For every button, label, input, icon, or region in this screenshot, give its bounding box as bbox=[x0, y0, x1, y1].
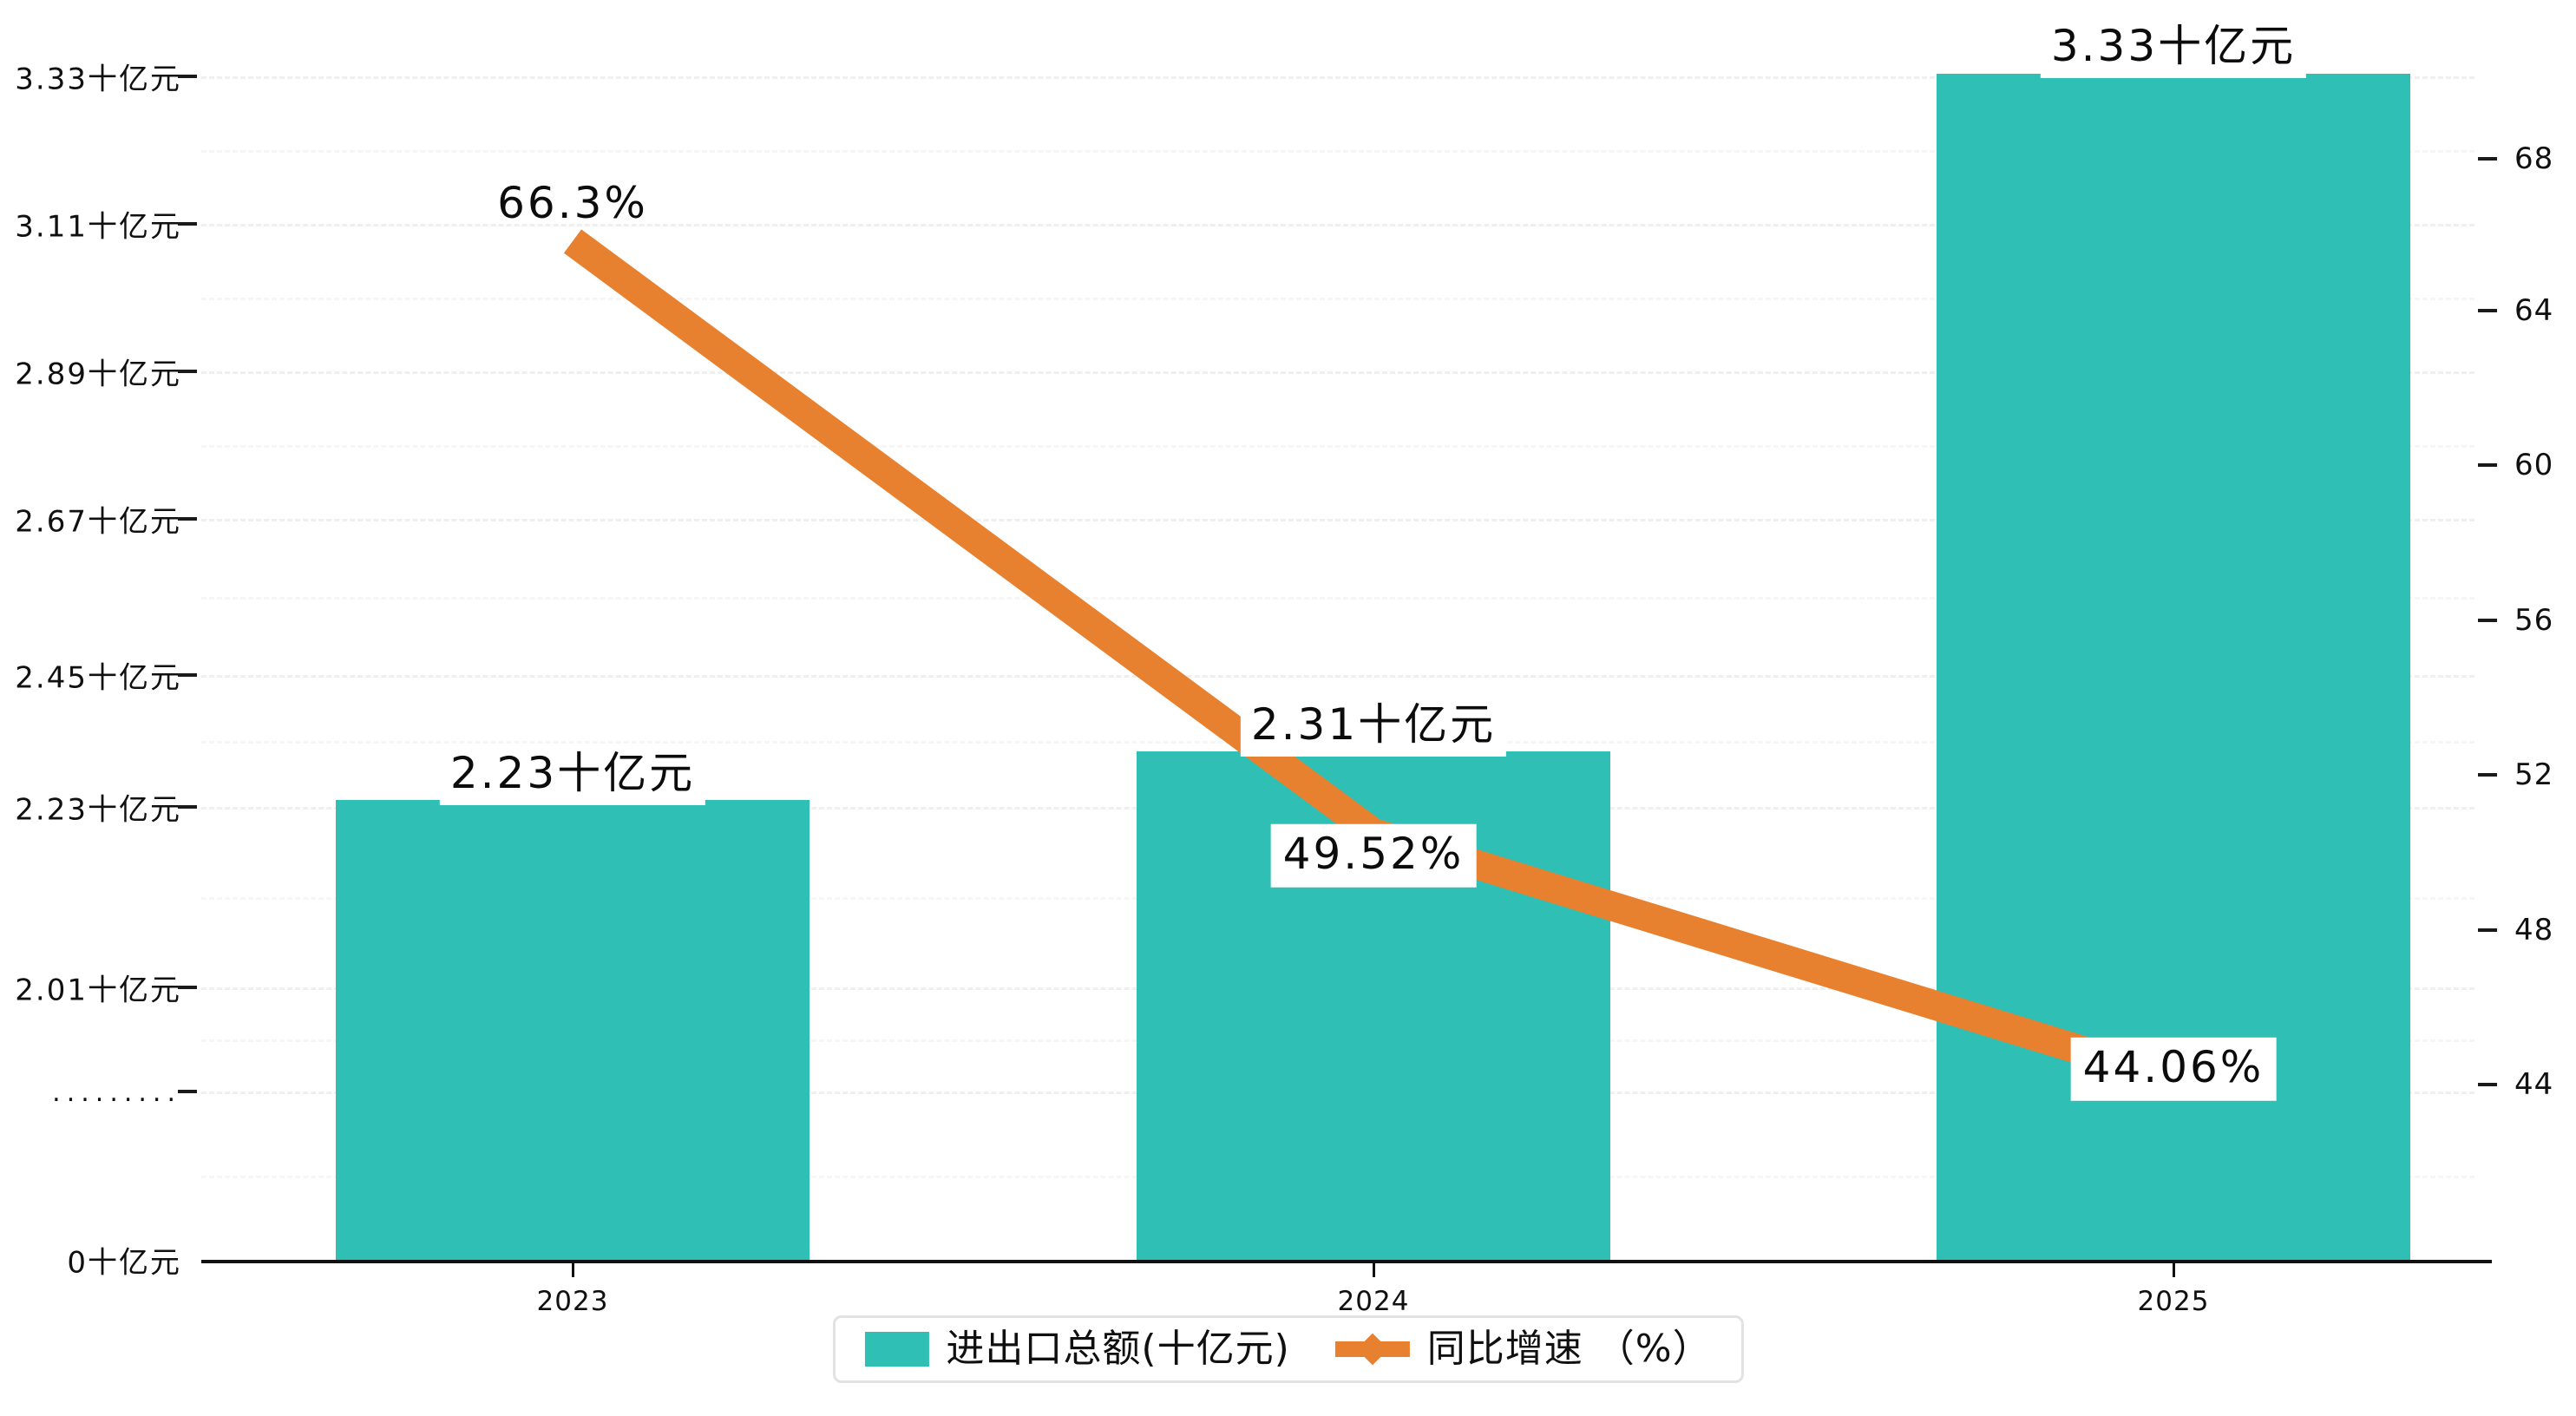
y-axis-left-tick-label: 3.33十亿元 bbox=[15, 62, 181, 97]
ellipsis-text: ......... bbox=[52, 1078, 181, 1108]
gridline-major bbox=[201, 76, 2474, 79]
bar-value-label-2023: 2.23十亿元 bbox=[439, 746, 706, 805]
y-axis-left-tick-label: 2.89十亿元 bbox=[15, 357, 181, 392]
bar-value-label-2024: 2.31十亿元 bbox=[1240, 698, 1507, 757]
bar-value-label-2025: 3.33十亿元 bbox=[2040, 19, 2307, 78]
y-axis-right-tick-label: 44 bbox=[2514, 1067, 2554, 1102]
legend-label-growth-rate: 同比增速 （%） bbox=[1426, 1327, 1712, 1371]
legend-label-import-export-total: 进出口总额(十亿元) bbox=[946, 1327, 1290, 1371]
x-tick-2025 bbox=[2173, 1263, 2175, 1277]
y-axis-right-tick-dash bbox=[2478, 463, 2497, 467]
line-value-label-2024: 49.52% bbox=[1270, 823, 1477, 888]
x-axis-label-2024: 2024 bbox=[1337, 1286, 1410, 1317]
y-axis-right-tick-dash bbox=[2478, 309, 2497, 312]
y-axis-left-tick-dash bbox=[178, 805, 197, 809]
chart-legend[interactable]: 进出口总额(十亿元) 同比增速 （%） bbox=[832, 1315, 1744, 1383]
y-axis-left-tick-dash bbox=[178, 222, 197, 226]
bar-2023[interactable] bbox=[336, 800, 810, 1260]
legend-item-import-export-total[interactable]: 进出口总额(十亿元) bbox=[864, 1330, 1289, 1368]
y-axis-right-tick-dash bbox=[2478, 619, 2497, 622]
y-axis-right-tick-label: 48 bbox=[2514, 913, 2554, 947]
gridline-minor bbox=[201, 445, 2474, 448]
y-axis-left-tick-dash bbox=[178, 986, 197, 989]
y-axis-left-tick-dash bbox=[178, 673, 197, 677]
x-tick-2023 bbox=[572, 1263, 574, 1277]
y-axis-left-tick-label: 2.01十亿元 bbox=[15, 973, 181, 1008]
y-axis-right-tick-label: 52 bbox=[2514, 757, 2554, 792]
gridline-major bbox=[201, 371, 2474, 374]
y-axis-left-tick-label: 2.67十亿元 bbox=[15, 504, 181, 540]
y-axis-left-tick-dash bbox=[178, 1090, 197, 1093]
y-axis-right-tick-label: 68 bbox=[2514, 141, 2554, 176]
y-axis-left-tick-dash bbox=[178, 517, 197, 521]
line-value-label-2023: 66.3% bbox=[497, 177, 648, 228]
y-axis-right-tick-label: 64 bbox=[2514, 293, 2554, 328]
gridline-minor bbox=[201, 298, 2474, 300]
y-axis-left-tick-label: 2.45十亿元 bbox=[15, 660, 181, 696]
line-value-label-2025: 44.06% bbox=[2070, 1037, 2277, 1101]
legend-swatch-line-icon bbox=[1334, 1332, 1410, 1367]
gridline-minor bbox=[201, 597, 2474, 600]
legend-item-growth-rate[interactable]: 同比增速 （%） bbox=[1334, 1327, 1712, 1371]
y-axis-left-tick-label-ellipsis: ......... bbox=[52, 1074, 181, 1109]
y-axis-left-tick-dash bbox=[178, 370, 197, 373]
y-axis-right-tick-dash bbox=[2478, 157, 2497, 161]
y-axis-right-tick-dash bbox=[2478, 928, 2497, 932]
y-axis-right-tick-dash bbox=[2478, 1083, 2497, 1086]
y-axis-left-tick-label: 3.11十亿元 bbox=[15, 209, 181, 245]
y-axis-right-tick-label: 60 bbox=[2514, 448, 2554, 482]
x-axis-label-2025: 2025 bbox=[2137, 1286, 2210, 1317]
y-axis-right-tick-dash bbox=[2478, 773, 2497, 777]
gridline-major bbox=[201, 519, 2474, 521]
legend-swatch-bar-icon bbox=[864, 1332, 929, 1367]
y-axis-left-tick-label-zero: 0十亿元 bbox=[67, 1245, 181, 1281]
y-axis-left-tick-label: 2.23十亿元 bbox=[15, 792, 181, 828]
gridline-major bbox=[201, 224, 2474, 226]
legend-diamond-marker-icon bbox=[1356, 1333, 1389, 1366]
y-axis-left-tick-dash bbox=[178, 75, 197, 78]
gridline-major bbox=[201, 675, 2474, 678]
gridline-minor bbox=[201, 150, 2474, 153]
x-axis-line bbox=[201, 1260, 2492, 1263]
y-axis-right-tick-label: 56 bbox=[2514, 603, 2554, 638]
x-tick-2024 bbox=[1373, 1263, 1375, 1277]
x-axis-label-2023: 2023 bbox=[536, 1286, 609, 1317]
